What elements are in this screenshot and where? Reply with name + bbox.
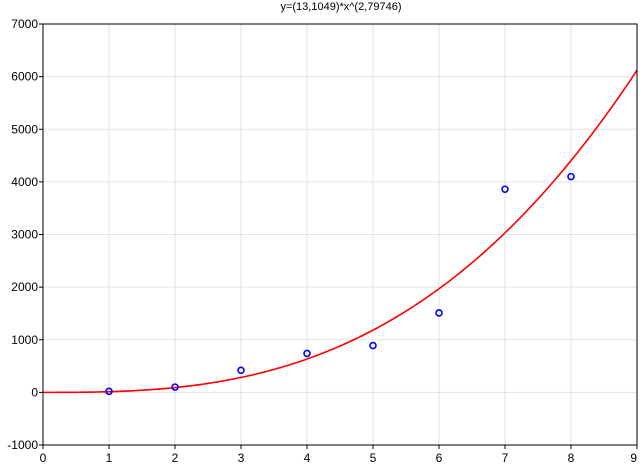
data-points bbox=[105, 172, 575, 396]
y-tick-label: 3000 bbox=[11, 228, 38, 242]
x-tick-label: 5 bbox=[370, 451, 377, 465]
data-point bbox=[171, 383, 179, 391]
fit-curve-group bbox=[42, 69, 638, 394]
y-tick-label: 7000 bbox=[11, 17, 38, 31]
data-point bbox=[435, 309, 443, 317]
data-point bbox=[105, 387, 113, 396]
y-tick-label: 6000 bbox=[11, 70, 38, 84]
y-tick-label: -1000 bbox=[7, 438, 38, 452]
x-tick-label: 1 bbox=[106, 451, 113, 465]
x-tick-label: 6 bbox=[436, 451, 443, 465]
data-point bbox=[567, 172, 575, 181]
y-tick-label: 5000 bbox=[11, 122, 38, 136]
grid bbox=[42, 23, 638, 446]
x-tick-label: 7 bbox=[502, 451, 509, 465]
chart-title: y=(13,1049)*x^(2,79746) bbox=[280, 1, 401, 13]
x-tick-label: 3 bbox=[238, 451, 245, 465]
y-tick-label: 4000 bbox=[11, 175, 38, 189]
y-tick-label: 2000 bbox=[11, 280, 38, 294]
x-axis-ticks: 0 1 2 3 4 5 6 7 8 9 bbox=[40, 445, 638, 465]
y-axis-ticks: -1000 0 1000 2000 3000 4000 5000 6000 7000 bbox=[7, 17, 43, 452]
data-point bbox=[501, 185, 509, 194]
x-tick-label: 9 bbox=[630, 451, 637, 465]
data-point bbox=[303, 349, 311, 358]
x-tick-label: 8 bbox=[568, 451, 575, 465]
y-tick-label: 0 bbox=[31, 385, 38, 399]
x-tick-label: 4 bbox=[304, 451, 311, 465]
x-tick-label: 0 bbox=[40, 451, 47, 465]
fit-curve bbox=[42, 69, 638, 394]
x-tick-label: 2 bbox=[172, 451, 179, 465]
data-point bbox=[369, 341, 377, 350]
y-tick-label: 1000 bbox=[11, 333, 38, 347]
data-point bbox=[237, 366, 245, 375]
